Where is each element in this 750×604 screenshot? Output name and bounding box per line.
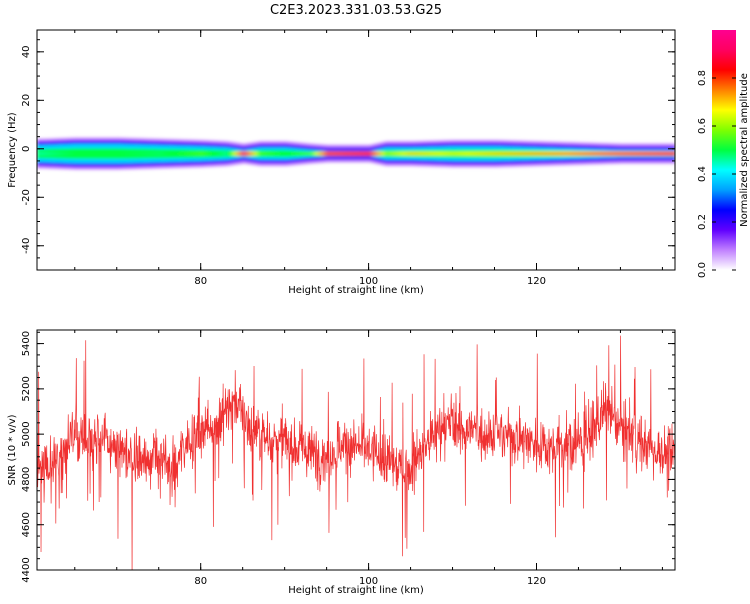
colorbar-gradient xyxy=(712,30,736,270)
snr-y-label: SNR (10 * v/v) xyxy=(7,414,18,485)
spectrogram-y-tick-label: -20 xyxy=(21,189,32,205)
colorbar-tick-label: 0.2 xyxy=(697,214,708,230)
figure-title: C2E3.2023.331.03.53.G25 xyxy=(270,3,442,18)
colorbar-tick-label: 0.4 xyxy=(697,166,708,182)
snr-x-tick-label: 120 xyxy=(527,576,546,587)
snr-frame xyxy=(36,329,676,571)
colorbar: 0.0 0.2 0.4 0.6 0.8 Normalized spectral ampl… xyxy=(697,30,750,278)
spectrogram-frame xyxy=(36,29,676,271)
spectrogram-band xyxy=(37,137,675,170)
snr-x-tick-label: 100 xyxy=(359,576,378,587)
snr-x-tick-label: 80 xyxy=(194,576,207,587)
snr-y-tick-label: 4600 xyxy=(21,512,32,537)
spectrogram-ticks: 80 100 120 -40 -20 0 20 40 xyxy=(21,30,675,287)
snr-y-tick-label: 4400 xyxy=(21,557,32,582)
spectrogram-panel: 80 100 120 -40 -20 0 20 40 Height of straight l… xyxy=(7,29,676,296)
snr-ticks: 80 100 120 4400 4600 4800 5000 5200 5400 xyxy=(21,330,675,587)
snr-y-tick-label: 5000 xyxy=(21,421,32,446)
spectrogram-y-tick-label: 20 xyxy=(21,94,32,107)
spectrogram-y-tick-label: 40 xyxy=(21,45,32,58)
snr-series-line xyxy=(37,335,675,570)
spectrogram-x-label: Height of straight line (km) xyxy=(288,285,424,296)
snr-panel: 80 100 120 4400 4600 4800 5000 5200 5400 Height … xyxy=(7,329,676,596)
spectrogram-x-tick-label: 120 xyxy=(527,276,546,287)
colorbar-ticks: 0.0 0.2 0.4 0.6 0.8 xyxy=(697,70,736,278)
snr-y-tick-label: 5200 xyxy=(21,376,32,401)
snr-y-tick-label: 4800 xyxy=(21,467,32,492)
spectrogram-y-label: Frequency (Hz) xyxy=(7,112,18,188)
spectrogram-y-tick-label: 0 xyxy=(21,146,32,152)
colorbar-tick-label: 0.6 xyxy=(697,118,708,134)
spectrogram-y-tick-label: -40 xyxy=(21,238,32,254)
colorbar-tick-label: 0.8 xyxy=(697,70,708,86)
colorbar-label: Normalized spectral amplitude xyxy=(739,73,750,227)
snr-y-tick-label: 5400 xyxy=(21,331,32,356)
spectrogram-image xyxy=(37,30,675,270)
snr-x-label: Height of straight line (km) xyxy=(288,585,424,596)
colorbar-tick-label: 0.0 xyxy=(697,262,708,278)
spectrogram-x-tick-label: 100 xyxy=(359,276,378,287)
spectrogram-x-tick-label: 80 xyxy=(194,276,207,287)
